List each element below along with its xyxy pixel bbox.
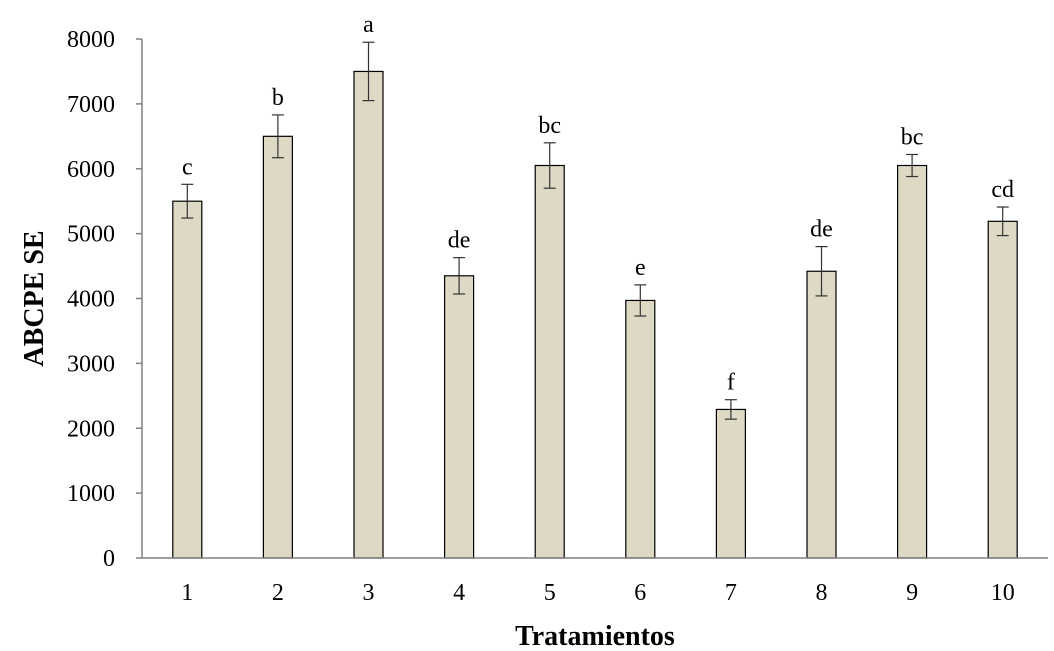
error-bar-4 [453, 257, 466, 295]
y-axis-title: ABCPE SE [19, 230, 50, 366]
error-bars [181, 41, 1009, 420]
error-bar-1 [181, 183, 194, 219]
bar-1 [172, 200, 203, 559]
error-bar-10 [996, 206, 1009, 237]
significance-letter-3: a [363, 12, 374, 38]
significance-letter-7: f [727, 370, 735, 396]
error-bar-2 [271, 114, 284, 159]
y-tick-label: 1000 [67, 481, 115, 507]
error-bar-7 [724, 399, 737, 420]
bars [172, 70, 1018, 559]
x-tick-label: 4 [453, 580, 465, 606]
x-tick-label: 3 [363, 580, 375, 606]
significance-letter-1: c [182, 154, 193, 180]
y-tick-label: 6000 [67, 157, 115, 183]
bar-8 [806, 270, 837, 559]
error-bar-6 [634, 284, 647, 317]
x-axis-tick-labels: 1 2 3 4 5 6 7 8 9 10 [181, 580, 1014, 606]
error-bar-3 [362, 41, 375, 102]
bar-4 [444, 275, 475, 559]
bar-7 [715, 408, 747, 559]
significance-letter-4: de [448, 228, 471, 254]
x-tick-label: 1 [181, 580, 193, 606]
y-tick-label: 3000 [67, 351, 115, 377]
y-tick-label: 4000 [67, 287, 115, 313]
y-tick-label: 7000 [67, 92, 115, 118]
x-tick-label: 10 [991, 580, 1015, 606]
y-axis-tick-labels: 0 1000 2000 3000 4000 5000 6000 7000 8000 [67, 27, 142, 572]
error-bar-8 [815, 246, 828, 297]
x-tick-label: 8 [816, 580, 828, 606]
error-bar-9 [906, 153, 919, 178]
x-axis-title: Tratamientos [515, 621, 675, 651]
significance-letter-10: cd [991, 177, 1014, 203]
significance-letter-6: e [635, 255, 646, 281]
bar-5 [534, 164, 565, 559]
x-tick-label: 6 [634, 580, 646, 606]
significance-letter-9: bc [901, 124, 924, 150]
y-tick-label: 5000 [67, 222, 115, 248]
bar-6 [625, 299, 656, 559]
bar-3 [353, 70, 384, 559]
x-tick-label: 7 [725, 580, 737, 606]
y-tick-label: 8000 [67, 27, 115, 53]
y-tick-label: 0 [103, 546, 115, 572]
significance-letter-2: b [272, 85, 284, 111]
x-tick-label: 5 [544, 580, 556, 606]
y-tick-label: 2000 [67, 416, 115, 442]
x-tick-label: 9 [906, 580, 918, 606]
bar-2 [262, 135, 293, 559]
significance-letter-8: de [810, 217, 833, 243]
significance-letter-5: bc [538, 113, 561, 139]
bar-10 [987, 220, 1018, 559]
bar-9 [896, 164, 928, 559]
significance-letters: c b a de bc e f de bc cd [182, 12, 1014, 395]
error-bar-5 [543, 142, 556, 189]
x-tick-label: 2 [272, 580, 284, 606]
